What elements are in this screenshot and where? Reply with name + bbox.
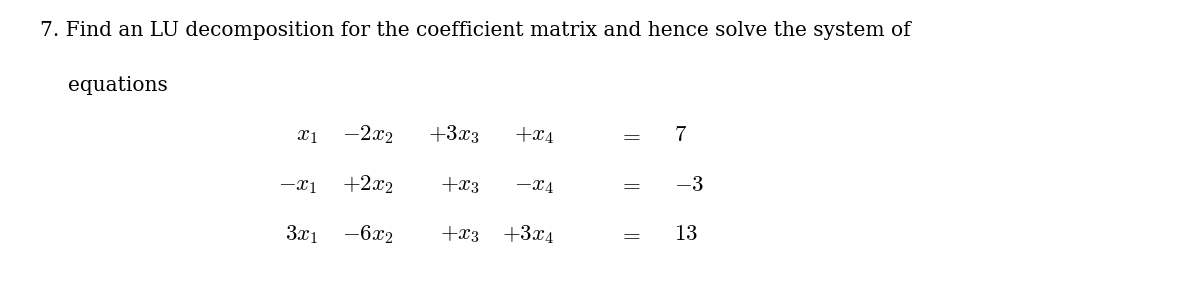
Text: $=$: $=$ [618,124,640,146]
Text: $+3x_4$: $+3x_4$ [503,223,554,246]
Text: $=$: $=$ [618,223,640,246]
Text: 7. Find an LU decomposition for the coefficient matrix and hence solve the syste: 7. Find an LU decomposition for the coef… [40,21,911,40]
Text: equations: equations [68,76,168,95]
Text: $+x_3$: $+x_3$ [440,173,480,196]
Text: $=$: $=$ [618,173,640,196]
Text: $+x_4$: $+x_4$ [514,124,554,146]
Text: $x_1$: $x_1$ [296,124,318,146]
Text: $3x_1$: $3x_1$ [284,223,318,246]
Text: $+x_3$: $+x_3$ [440,223,480,246]
Text: $+3x_3$: $+3x_3$ [428,123,480,146]
Text: $-2x_2$: $-2x_2$ [342,123,394,146]
Text: $13$: $13$ [674,223,698,246]
Text: $7$: $7$ [674,124,688,146]
Text: $+2x_2$: $+2x_2$ [342,173,394,196]
Text: $-x_1$: $-x_1$ [278,173,318,196]
Text: $-3$: $-3$ [674,173,704,196]
Text: $-6x_2$: $-6x_2$ [342,223,394,246]
Text: $-x_4$: $-x_4$ [514,173,554,196]
